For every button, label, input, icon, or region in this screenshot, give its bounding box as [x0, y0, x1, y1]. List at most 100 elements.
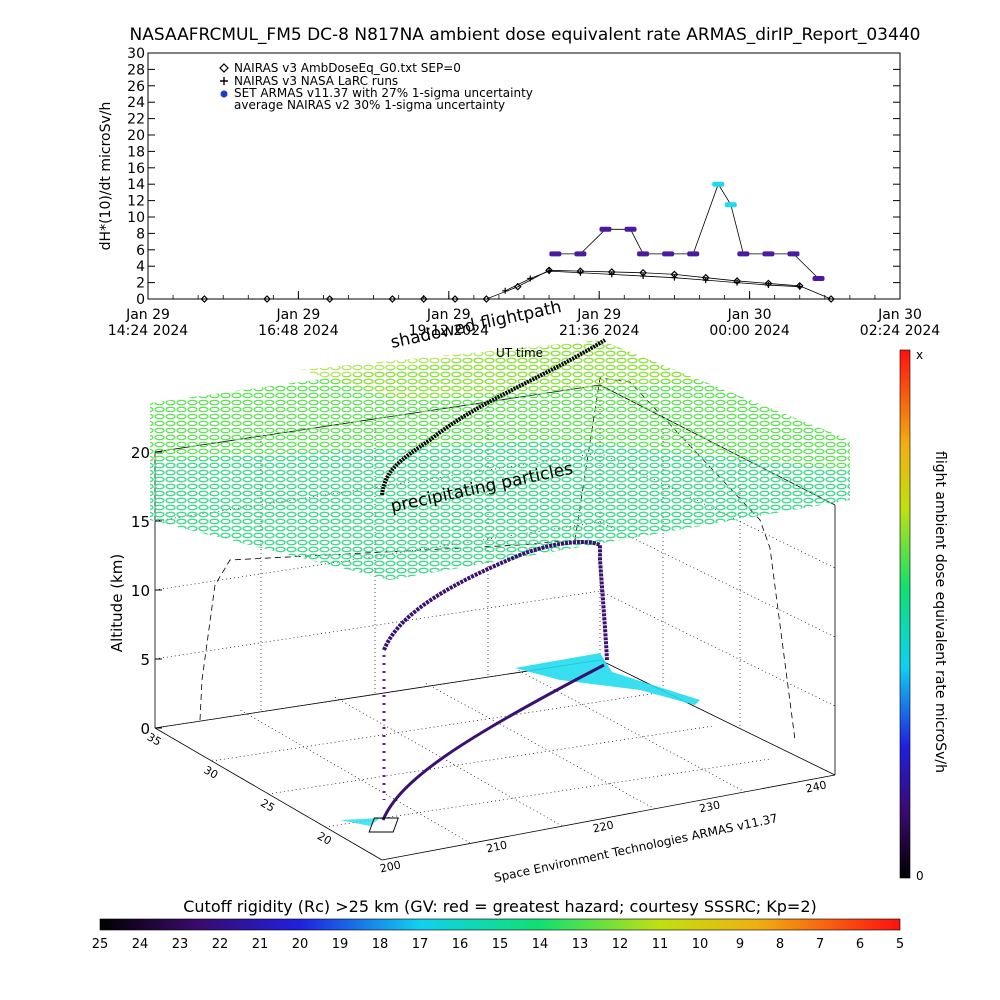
x-tick-day: Jan 29: [125, 307, 170, 323]
x-tick-time: 02:24 2024: [860, 323, 941, 339]
y-tick-label: 12: [127, 194, 145, 210]
flightpath-3d: [382, 540, 609, 661]
legend-item-armas: SET ARMAS v11.37 with 27% 1-sigma uncert…: [220, 86, 533, 100]
cutoff-tick-label: 11: [652, 937, 669, 952]
colorbar-label: flight ambient dose equivalent rate micr…: [932, 451, 948, 773]
lat-tick-label: 30: [202, 763, 221, 781]
x-tick-time: 16:48 2024: [258, 323, 339, 339]
svg-text:average NAIRAS v2 30% 1-sigma: average NAIRAS v2 30% 1-sigma uncertaint…: [234, 98, 505, 112]
cutoff-bar-label: Cutoff rigidity (Rc) >25 km (GV: red = g…: [183, 897, 817, 916]
data-point-nairas-v3: [419, 295, 428, 303]
data-point-nairas-larc: [734, 279, 741, 286]
x-tick-time: 21:36 2024: [559, 323, 640, 339]
data-point-nairas-v3: [325, 295, 334, 303]
legend-item-nairas-v2: average NAIRAS v2 30% 1-sigma uncertaint…: [234, 98, 505, 112]
data-point-armas: [662, 251, 675, 257]
data-point-armas: [737, 251, 750, 257]
cutoff-tick-label: 13: [572, 937, 589, 952]
cutoff-tick-label: 8: [776, 937, 784, 952]
lon-tick-label: 210: [485, 838, 508, 855]
y-tick-label: 28: [127, 62, 145, 78]
flightpath-ut-time: [380, 338, 607, 496]
chart-title: NASAAFRCMUL_FM5 DC-8 N817NA ambient dose…: [130, 25, 921, 45]
data-point-armas: [637, 251, 650, 257]
cutoff-tick-label: 23: [172, 937, 189, 952]
lon-tick-label: 230: [698, 798, 721, 815]
y-tick-label: 0: [136, 292, 145, 308]
z-tick-label: 0: [140, 720, 150, 738]
y-tick-label: 30: [127, 46, 145, 62]
svg-text:NAIRAS v3 NASA LaRC runs: NAIRAS v3 NASA LaRC runs: [234, 74, 398, 88]
credit-label: Space Environment Technologies ARMAS v11…: [493, 811, 779, 885]
data-point-armas: [762, 251, 775, 257]
data-point-nairas-larc: [502, 287, 509, 294]
cutoff-tick-label: 18: [372, 937, 389, 952]
cutoff-rigidity-patch: [515, 653, 700, 705]
grid-lines: [154, 385, 836, 844]
y-tick-label: 14: [127, 177, 145, 193]
data-point-nairas-larc: [796, 283, 803, 290]
y-tick-label: 18: [127, 144, 145, 160]
data-point-nairas-larc: [640, 273, 647, 280]
cutoff-tick-label: 22: [212, 937, 229, 952]
data-point-armas: [687, 251, 700, 257]
data-point-nairas-larc: [608, 271, 615, 278]
lon-tick-label: 240: [805, 778, 828, 795]
cutoff-tick-label: 14: [532, 937, 549, 952]
data-point-nairas-v3: [263, 295, 271, 303]
cutoff-tick-label: 10: [692, 937, 709, 952]
cutoff-tick-label: 21: [252, 937, 269, 952]
data-point-armas: [712, 181, 725, 187]
y-tick-label: 4: [136, 259, 145, 275]
z-tick-label: 20: [131, 444, 150, 462]
z-tick-label: 15: [131, 513, 150, 531]
series-line-2: [555, 183, 819, 279]
dose-colorbar: x 0 flight ambient dose equivalent rate …: [899, 348, 948, 883]
cutoff-tick-label: 12: [612, 937, 629, 952]
cutoff-tick-label: 25: [92, 937, 109, 952]
z-axis-label: Altitude (km): [108, 554, 126, 652]
cutoff-rigidity-colorbar: Cutoff rigidity (Rc) >25 km (GV: red = g…: [92, 897, 904, 952]
lat-tick-label: 20: [315, 829, 334, 847]
y-axis-label: dH*(10)/dt microSv/h: [98, 102, 114, 251]
data-point-nairas-larc: [546, 268, 553, 275]
cutoff-tick-label: 19: [332, 937, 349, 952]
y-tick-label: 10: [127, 210, 145, 226]
lon-tick-label: 200: [379, 858, 402, 875]
y-tick-label: 16: [127, 161, 145, 177]
data-point-nairas-v3: [388, 295, 397, 303]
data-point-nairas-v3: [451, 295, 459, 303]
legend: NAIRAS v3 AmbDoseEq_G0.txt SEP=0 NAIRAS …: [219, 61, 533, 112]
data-point-nairas-larc: [702, 277, 709, 284]
origin-marker: [368, 817, 399, 833]
legend-item-nairas-larc: NAIRAS v3 NASA LaRC runs: [220, 74, 398, 88]
y-tick-label: 6: [136, 243, 145, 259]
y-tick-label: 26: [127, 79, 145, 95]
data-point-armas: [724, 202, 737, 208]
y-tick-label: 24: [127, 95, 145, 111]
data-point-armas: [624, 226, 637, 232]
data-point-armas: [599, 226, 612, 232]
series-line-0: [204, 269, 832, 300]
cutoff-tick-label: 24: [132, 937, 149, 952]
data-point-armas: [787, 251, 800, 257]
legend-item-nairas-v3: NAIRAS v3 AmbDoseEq_G0.txt SEP=0: [219, 61, 461, 75]
x-tick-day: Jan 30: [727, 307, 772, 323]
x-tick-day: Jan 29: [275, 307, 320, 323]
data-point-nairas-larc: [671, 274, 678, 281]
precipitating-particles-layer: [150, 340, 850, 580]
lon-tick-label: 220: [592, 818, 615, 835]
y-tick-label: 2: [136, 276, 145, 292]
cutoff-tick-label: 7: [816, 937, 824, 952]
x-tick-day: Jan 29: [576, 307, 621, 323]
data-point-armas: [549, 251, 562, 257]
x-tick-day: Jan 30: [877, 307, 922, 323]
cutoff-tick-label: 17: [412, 937, 429, 952]
data-point-armas: [574, 251, 587, 257]
flightpath-shadow-floor: [381, 663, 605, 821]
cutoff-tick-label: 5: [896, 937, 904, 952]
z-tick-label: 10: [131, 582, 150, 600]
cutoff-tick-label: 9: [736, 937, 744, 952]
